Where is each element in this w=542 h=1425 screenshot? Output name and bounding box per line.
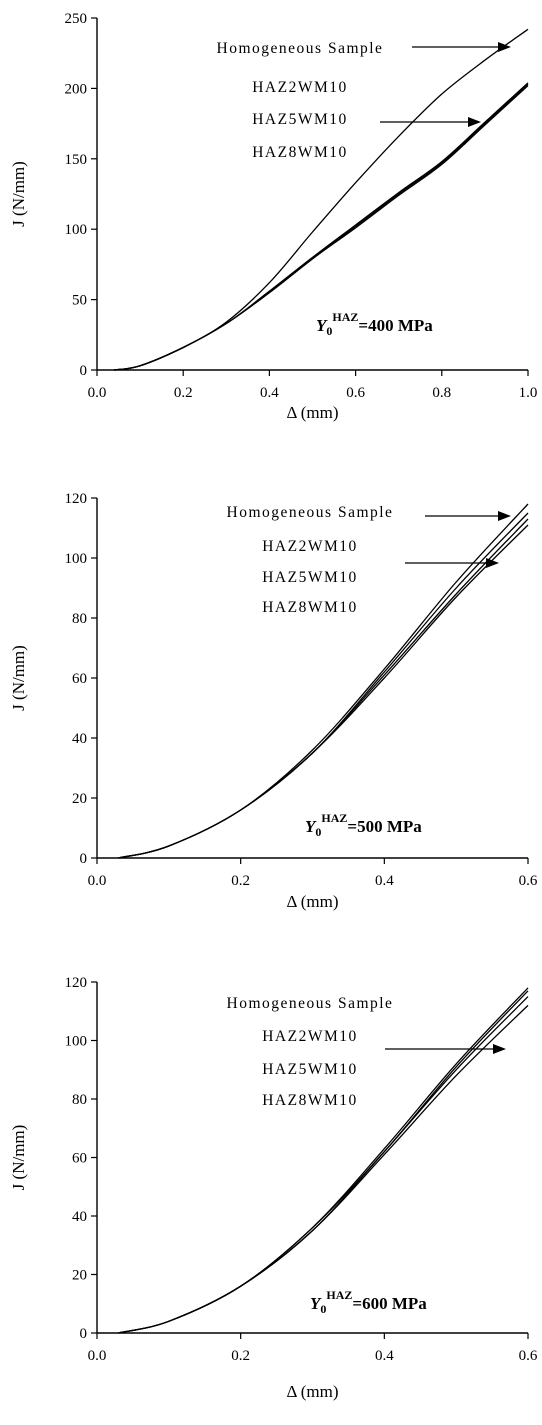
x-tick-label: 0.6 (346, 385, 365, 401)
legend-label: HAZ2WM10 (262, 1028, 358, 1045)
y-tick-label: 40 (72, 1209, 87, 1225)
x-axis-label: Δ (mm) (286, 892, 338, 911)
legend-label: HAZ5WM10 (262, 569, 358, 586)
x-tick-label: 1.0 (519, 385, 538, 401)
legend-label: Homogeneous Sample (217, 40, 384, 57)
y-axis-label: J (N/mm) (9, 645, 28, 711)
y-tick-label: 250 (65, 11, 88, 27)
pointer-arrow-head (486, 558, 499, 568)
y-tick-label: 80 (72, 611, 87, 627)
y-tick-label: 120 (65, 975, 88, 991)
series-line-haz8wm10 (118, 1004, 529, 1334)
y-tick-label: 0 (80, 363, 88, 379)
y-tick-label: 60 (72, 671, 87, 687)
x-tick-label: 0.0 (88, 873, 107, 889)
x-axis-label: Δ (mm) (286, 403, 338, 422)
legend-label: Homogeneous Sample (227, 995, 394, 1012)
legend-label: HAZ2WM10 (252, 79, 348, 96)
legend-label: HAZ5WM10 (252, 111, 348, 128)
legend-label: HAZ2WM10 (262, 538, 358, 555)
x-tick-label: 0.2 (231, 1348, 250, 1364)
x-tick-label: 0.8 (432, 385, 451, 401)
yield-annotation: Y0HAZ=400 MPa (316, 310, 433, 338)
y-tick-label: 120 (65, 491, 88, 507)
legend-label: Homogeneous Sample (227, 504, 394, 521)
x-tick-label: 0.4 (375, 1348, 394, 1364)
y-tick-label: 0 (80, 851, 88, 867)
y-tick-label: 20 (72, 791, 87, 807)
x-tick-label: 0.0 (88, 385, 107, 401)
y-tick-label: 60 (72, 1151, 87, 1167)
x-axis-label: Δ (mm) (286, 1382, 338, 1401)
series-line-homogeneous-sample (118, 503, 529, 859)
y-tick-label: 100 (65, 222, 88, 238)
x-tick-label: 0.6 (519, 1348, 538, 1364)
y-tick-label: 100 (65, 1034, 88, 1050)
pointer-arrow-head (498, 42, 511, 52)
series-line-haz2wm10 (118, 512, 529, 859)
legend-label: HAZ5WM10 (262, 1061, 358, 1078)
legend-label: HAZ8WM10 (262, 599, 358, 616)
y-tick-label: 200 (65, 81, 88, 97)
series-line-haz8wm10 (114, 85, 529, 371)
y-tick-label: 0 (80, 1326, 88, 1342)
x-tick-label: 0.6 (519, 873, 538, 889)
chart-panel-1: 0.0 0.2 0.4 0.6 0.8 1.0 0 50 100 150 200 250 Δ (mm) J… (9, 11, 537, 422)
chart-panel-3: 0.0 0.2 0.4 0.6 0 20 40 60 80 100 120 Δ (mm) J (N/mm… (9, 975, 538, 1401)
y-tick-label: 100 (65, 551, 88, 567)
y-tick-label: 50 (72, 293, 87, 309)
x-tick-label: 0.4 (260, 385, 279, 401)
legend-label: HAZ8WM10 (262, 1092, 358, 1109)
y-tick-label: 80 (72, 1092, 87, 1108)
x-tick-label: 0.4 (375, 873, 394, 889)
pointer-arrow-head (468, 117, 481, 127)
pointer-arrow-head (493, 1044, 506, 1054)
y-axis-label: J (N/mm) (9, 161, 28, 227)
series-line-haz8wm10 (118, 524, 529, 859)
yield-annotation: Y0HAZ=600 MPa (310, 1288, 427, 1316)
chart-panel-2: 0.0 0.2 0.4 0.6 0 20 40 60 80 100 120 Δ (mm) J (N/mm… (9, 491, 538, 911)
yield-annotation: Y0HAZ=500 MPa (305, 811, 422, 839)
x-tick-label: 0.0 (88, 1348, 107, 1364)
x-tick-label: 0.2 (231, 873, 250, 889)
pointer-arrow-head (498, 511, 511, 521)
y-axis-label: J (N/mm) (9, 1125, 28, 1191)
y-tick-label: 20 (72, 1268, 87, 1284)
y-tick-label: 150 (65, 152, 88, 168)
legend-label: HAZ8WM10 (252, 144, 348, 161)
x-tick-label: 0.2 (174, 385, 193, 401)
series-line-haz5wm10 (118, 996, 529, 1334)
y-tick-label: 40 (72, 731, 87, 747)
